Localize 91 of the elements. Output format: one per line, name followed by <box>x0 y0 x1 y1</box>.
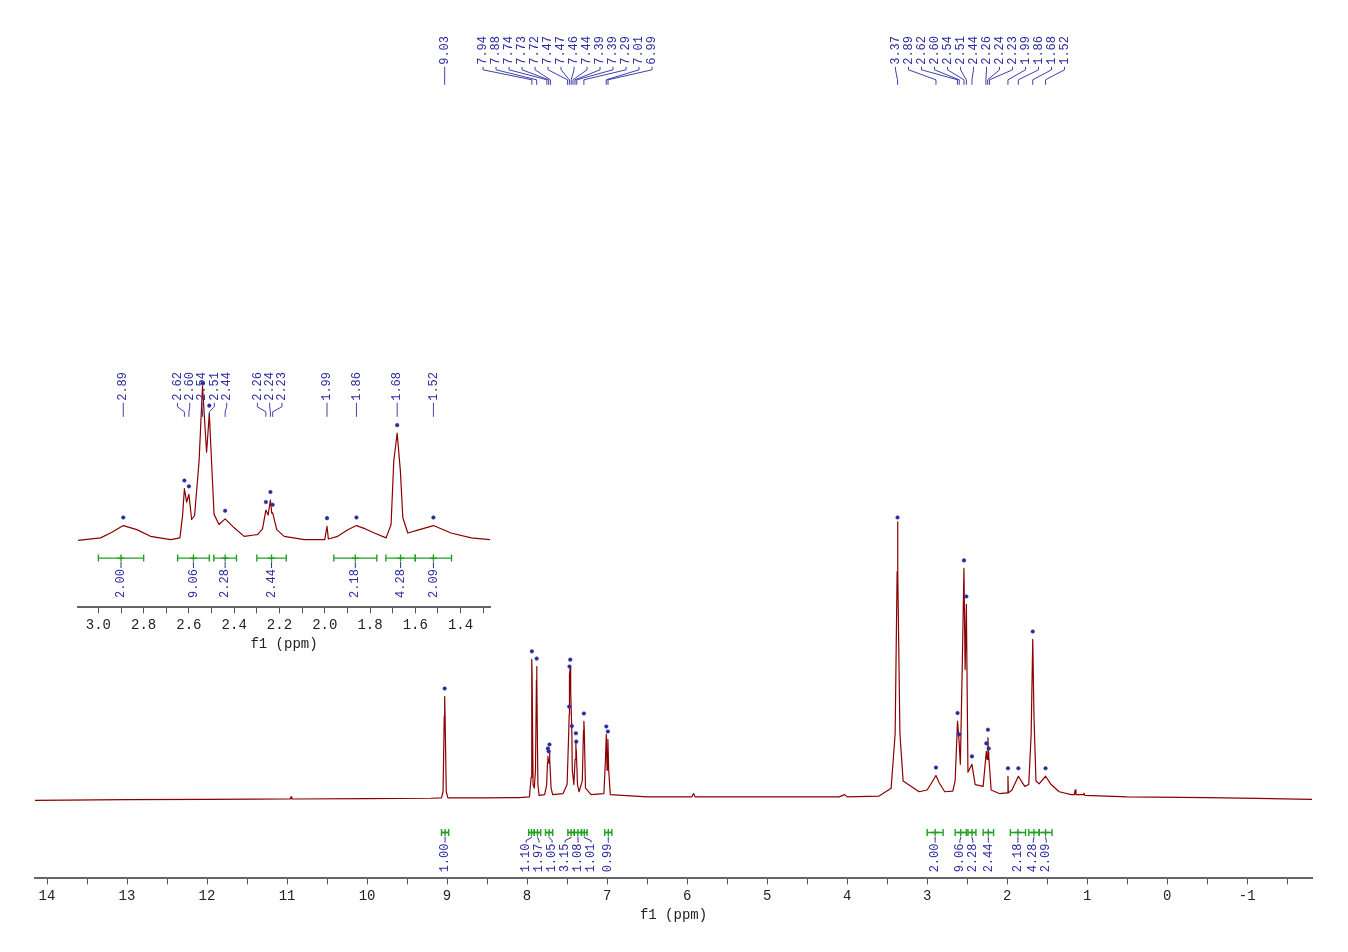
annotation: 2.44 <box>981 843 996 873</box>
annotation: 7.88 <box>489 35 504 65</box>
annotation: 2.28 <box>966 843 981 873</box>
annotation: 9.03 <box>437 35 452 65</box>
x-tick-label: 1.8 <box>357 616 383 633</box>
x-tick-label: 7 <box>602 887 612 904</box>
x-tick-label: 11 <box>278 887 296 904</box>
annotation: 7.39 <box>606 35 621 65</box>
annotation: 2.26 <box>250 371 265 401</box>
x-tick-label: 9 <box>442 887 452 904</box>
annotation: 7.72 <box>528 35 543 65</box>
x-tick-label: 0 <box>1162 887 1172 904</box>
annotation: 2.54 <box>940 35 955 65</box>
annotation: 2.26 <box>979 35 994 65</box>
annotation: 1.10 <box>519 843 534 873</box>
annotation: 2.09 <box>1039 843 1054 873</box>
x-tick-label: 2.8 <box>131 616 157 633</box>
annotation: 7.44 <box>580 35 595 65</box>
annotation: 2.89 <box>901 35 916 65</box>
x-tick-label: 2 <box>1002 887 1012 904</box>
x-tick-label: 3 <box>922 887 932 904</box>
x-tick-label: 10 <box>358 887 376 904</box>
annotation: 7.94 <box>476 35 491 65</box>
annotation: 2.09 <box>426 569 441 598</box>
annotation: 4.28 <box>393 569 408 598</box>
x-tick-label: 6 <box>682 887 692 904</box>
annotation: 2.23 <box>275 371 290 401</box>
annotation: 4.28 <box>1026 843 1041 873</box>
annotation: 2.44 <box>219 371 234 401</box>
x-tick-label: 1 <box>1082 887 1092 904</box>
annotation: 1.68 <box>390 371 405 401</box>
x-tick-label: 2.6 <box>176 616 202 633</box>
annotation: 2.89 <box>116 371 131 401</box>
x-tick-label: 3.0 <box>85 616 111 633</box>
annotation: 1.05 <box>545 843 560 873</box>
annotation: 1.00 <box>438 843 453 873</box>
annotation: 2.60 <box>927 35 942 65</box>
x-tick-label: 12 <box>198 887 216 904</box>
annotation: 0.99 <box>601 843 616 873</box>
annotation: 6.99 <box>645 35 660 65</box>
annotation: 1.99 <box>1018 35 1033 65</box>
annotation: 2.44 <box>264 569 279 598</box>
x-tick-label: 2.4 <box>221 616 247 633</box>
annotation: 1.68 <box>1044 35 1059 65</box>
annotation: 7.01 <box>632 35 647 65</box>
annotation: 2.24 <box>262 371 277 401</box>
x-tick-label: -1 <box>1238 887 1256 904</box>
annotation: 7.39 <box>593 35 608 65</box>
x-tick-label: 1.4 <box>447 616 474 633</box>
x-tick-label: 5 <box>762 887 772 904</box>
x-tick-label: 14 <box>38 887 56 904</box>
annotation: 7.47 <box>554 35 569 65</box>
x-axis-title: f1 (ppm) <box>250 636 318 653</box>
annotation: 2.00 <box>114 569 129 598</box>
annotation: 2.23 <box>1005 35 1020 65</box>
annotation: 1.99 <box>320 371 335 401</box>
annotation: 2.54 <box>195 371 210 401</box>
annotation: 3.15 <box>558 843 573 873</box>
x-tick-label: 8 <box>522 887 532 904</box>
annotation: 1.08 <box>571 843 586 873</box>
annotation: 2.44 <box>966 35 981 65</box>
annotation: 3.37 <box>888 35 903 65</box>
annotation: 1.52 <box>426 371 441 401</box>
annotation: 1.01 <box>584 843 599 873</box>
annotation: 1.86 <box>349 371 364 401</box>
annotation: 2.00 <box>928 843 943 873</box>
x-tick-label: 1.6 <box>402 616 428 633</box>
annotation: 2.60 <box>182 371 197 401</box>
x-tick-label: 13 <box>118 887 136 904</box>
annotation: 7.47 <box>541 35 556 65</box>
annotation: 2.51 <box>953 35 968 65</box>
annotation: 2.18 <box>1011 843 1026 873</box>
annotation: 1.52 <box>1057 35 1072 65</box>
annotation: 9.06 <box>186 569 201 598</box>
annotation: 1.86 <box>1031 35 1046 65</box>
annotation: 2.51 <box>207 371 222 401</box>
annotation: 7.73 <box>515 35 530 65</box>
annotation: 7.74 <box>502 35 517 65</box>
annotation: 7.46 <box>567 35 582 65</box>
x-tick-label: 2.2 <box>266 616 293 633</box>
x-tick-label: 4 <box>842 887 852 904</box>
annotation: 2.62 <box>170 371 185 401</box>
annotation: 7.29 <box>619 35 634 65</box>
annotation: 2.62 <box>914 35 929 65</box>
annotation: 2.18 <box>348 569 363 598</box>
annotation: 2.28 <box>218 569 233 598</box>
x-tick-label: 2.0 <box>312 616 338 633</box>
annotation: 2.24 <box>992 35 1007 65</box>
annotation: 1.97 <box>532 843 547 873</box>
x-axis-title: f1 (ppm) <box>639 907 708 924</box>
annotation: 9.06 <box>953 843 968 873</box>
